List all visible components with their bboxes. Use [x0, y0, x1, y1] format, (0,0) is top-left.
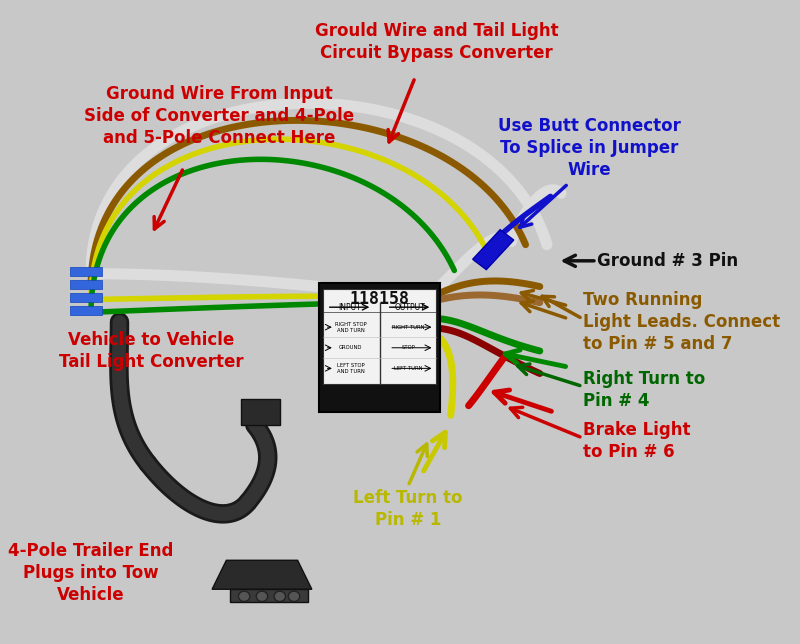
- Polygon shape: [212, 560, 312, 589]
- Text: GROUND: GROUND: [338, 345, 362, 350]
- Bar: [70, 280, 102, 289]
- Text: OUTPUT: OUTPUT: [394, 303, 425, 312]
- Bar: [319, 283, 440, 412]
- Text: 118158: 118158: [350, 290, 410, 308]
- Text: Ground # 3 Pin: Ground # 3 Pin: [597, 252, 738, 270]
- Polygon shape: [230, 589, 308, 602]
- FancyBboxPatch shape: [473, 230, 514, 270]
- Text: STOP: STOP: [402, 345, 415, 350]
- Text: Ground Wire From Input
Side of Converter and 4-Pole
and 5-Pole Connect Here: Ground Wire From Input Side of Converter…: [84, 85, 354, 147]
- Circle shape: [274, 591, 286, 601]
- Circle shape: [288, 591, 300, 601]
- Text: INPUT: INPUT: [338, 303, 361, 312]
- Bar: [70, 293, 102, 302]
- Text: LEFT TURN: LEFT TURN: [394, 366, 423, 371]
- Text: Grould Wire and Tail Light
Circuit Bypass Converter: Grould Wire and Tail Light Circuit Bypas…: [314, 22, 558, 62]
- Bar: [70, 267, 102, 276]
- Text: RIGHT STOP
AND TURN: RIGHT STOP AND TURN: [334, 322, 366, 332]
- Text: 4-Pole Trailer End
Plugs into Tow
Vehicle: 4-Pole Trailer End Plugs into Tow Vehicl…: [8, 542, 174, 604]
- Text: RIGHT TURN: RIGHT TURN: [392, 325, 425, 330]
- Bar: [323, 289, 436, 384]
- Bar: [241, 399, 280, 425]
- Text: LEFT STOP
AND TURN: LEFT STOP AND TURN: [337, 363, 364, 374]
- Circle shape: [238, 591, 250, 601]
- Bar: [70, 306, 102, 315]
- Text: Right Turn to
Pin # 4: Right Turn to Pin # 4: [582, 370, 705, 410]
- Text: Use Butt Connector
To Splice in Jumper
Wire: Use Butt Connector To Splice in Jumper W…: [498, 117, 681, 179]
- Text: Vehicle to Vehicle
Tail Light Converter: Vehicle to Vehicle Tail Light Converter: [59, 331, 244, 371]
- Text: Left Turn to
Pin # 1: Left Turn to Pin # 1: [354, 489, 462, 529]
- Text: Brake Light
to Pin # 6: Brake Light to Pin # 6: [582, 421, 690, 461]
- Text: Two Running
Light Leads. Connect
to Pin # 5 and 7: Two Running Light Leads. Connect to Pin …: [582, 291, 780, 353]
- Circle shape: [256, 591, 268, 601]
